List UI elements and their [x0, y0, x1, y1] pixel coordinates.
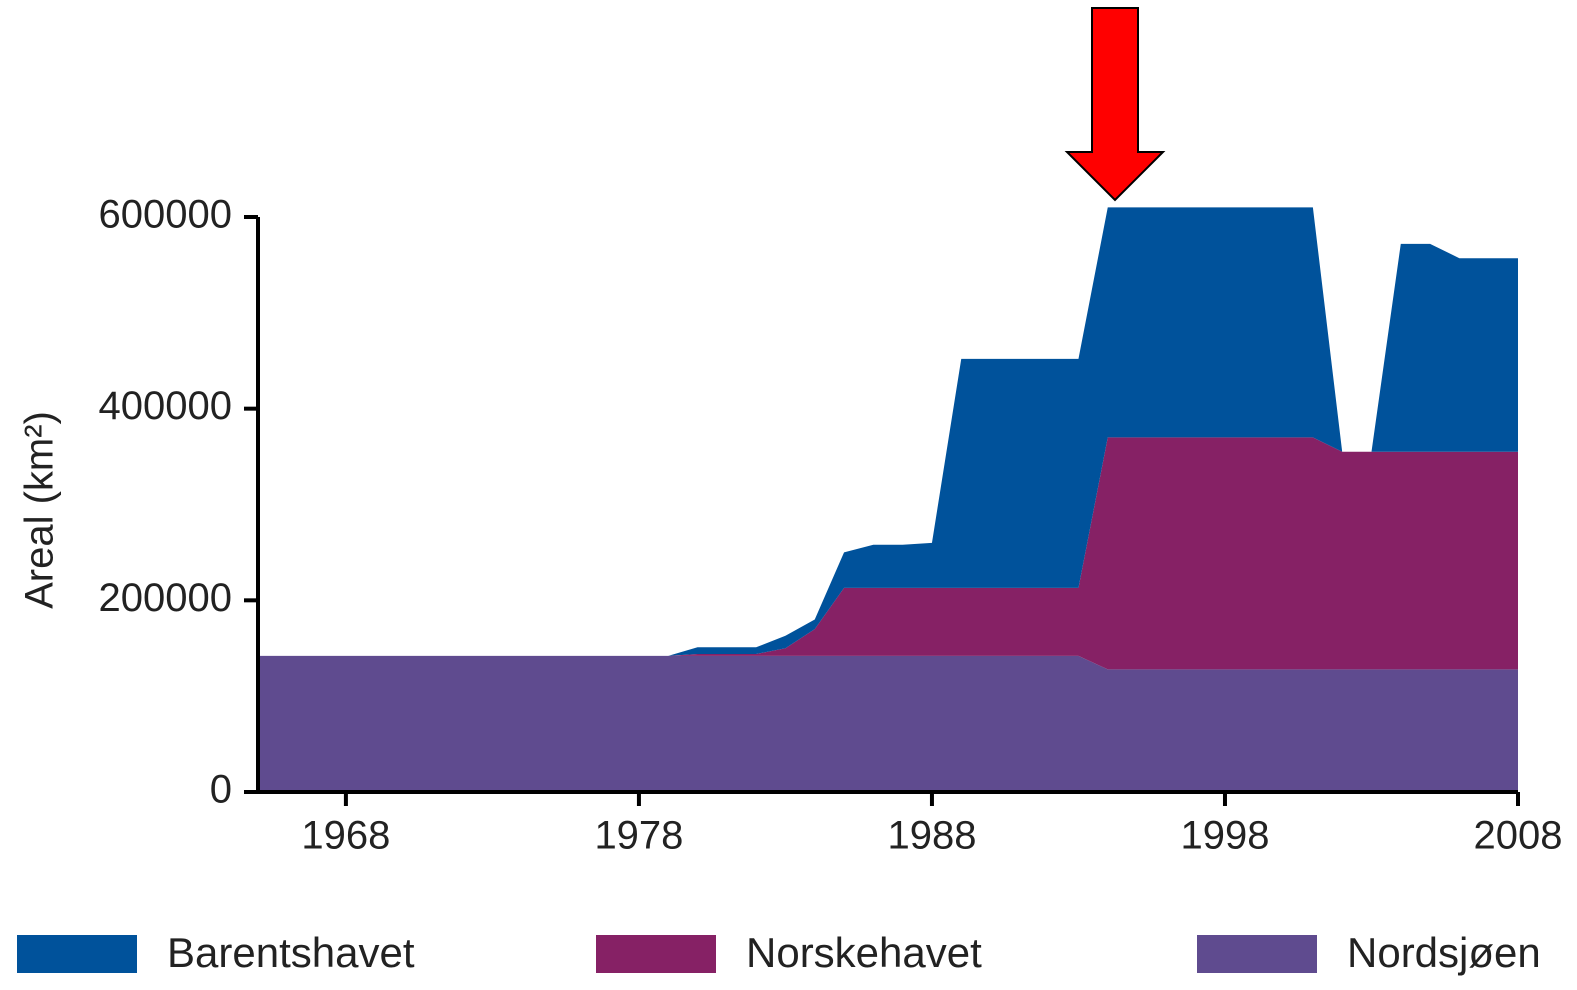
x-tick-label: 1988: [887, 814, 976, 858]
legend-label: Nordsjøen: [1347, 929, 1541, 976]
legend-swatch: [1197, 935, 1317, 973]
legend-label: Barentshavet: [167, 929, 415, 976]
x-tick-label: 2008: [1474, 814, 1563, 858]
arrow: [1064, 7, 1166, 202]
legend-label: Norskehavet: [746, 929, 982, 976]
y-tick-label: 400000: [99, 384, 232, 428]
x-tick-label: 1978: [594, 814, 683, 858]
y-tick-label: 200000: [99, 576, 232, 620]
area: [258, 655, 1518, 792]
legend-swatch: [596, 935, 716, 973]
area: [258, 437, 1518, 670]
legend-swatch: [17, 935, 137, 973]
y-tick-label: 600000: [99, 193, 232, 237]
x-tick-label: 1998: [1180, 814, 1269, 858]
area: [258, 207, 1518, 656]
y-tick-label: 0: [210, 768, 232, 812]
x-tick-label: 1968: [301, 814, 390, 858]
plot-area: [258, 207, 1518, 792]
y-axis-label: Areal (km²): [18, 411, 62, 609]
